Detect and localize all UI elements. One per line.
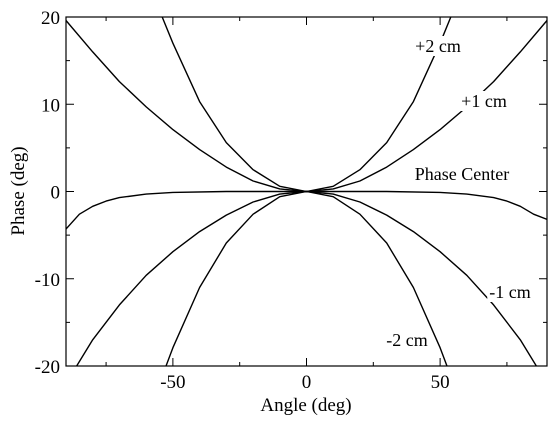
y-tick-label: -10	[35, 270, 60, 291]
series-label-phase-center: Phase Center	[415, 164, 509, 184]
series-label-minus-1-cm: -1 cm	[489, 282, 530, 302]
tick-labels: -50 0 50 -20 -10 0 10 20	[35, 8, 450, 393]
series-label-background	[459, 91, 509, 111]
series-label-plusminus-1-cm: +1 cm	[461, 91, 507, 111]
x-tick-label: 50	[431, 372, 450, 393]
series-labels: +2 cm +1 cm Phase Center -1 cm -2 cm	[384, 36, 533, 350]
series-label-background	[412, 164, 512, 184]
axis-ticks	[66, 17, 547, 366]
series-label-plusminus-2-cm: +2 cm	[415, 36, 461, 56]
series-label-minus-2-cm: -2 cm	[386, 330, 427, 350]
series-line-phase-center	[66, 190, 547, 230]
x-axis-label: Angle (deg)	[260, 395, 351, 416]
series-label-background	[413, 36, 463, 56]
y-axis-label: Phase (deg)	[8, 146, 29, 235]
y-tick-label: 0	[51, 183, 61, 204]
series-line-minus-1-cm	[75, 190, 538, 366]
series-label-background	[487, 282, 533, 302]
series-line-plusminus-2-cm	[161, 17, 452, 193]
y-tick-label: -20	[35, 357, 60, 378]
series-line-minus-2-cm	[165, 190, 448, 366]
series-label-background	[384, 330, 430, 350]
x-tick-label: -50	[160, 372, 185, 393]
chart-curves	[66, 17, 547, 366]
x-tick-label: 0	[302, 372, 312, 393]
y-tick-label: 20	[41, 8, 60, 29]
y-tick-label: 10	[41, 95, 60, 116]
